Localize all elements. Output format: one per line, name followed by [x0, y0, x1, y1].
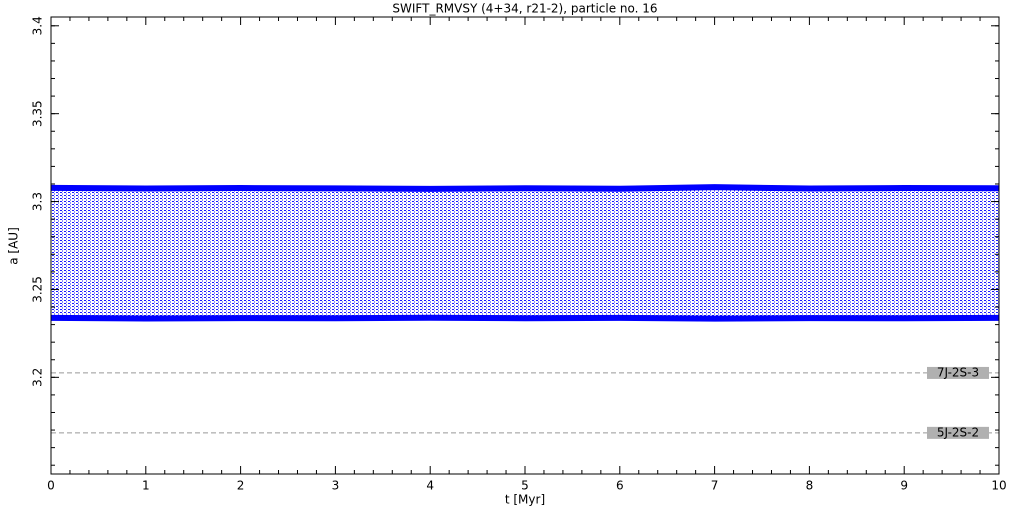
x-tick-label: 6: [616, 479, 624, 493]
chart-title: SWIFT_RMVSY (4+34, r21-2), particle no. …: [392, 2, 657, 16]
band-edge: [50, 184, 1000, 192]
x-tick-label: 7: [711, 479, 719, 493]
band-fill: [51, 187, 999, 319]
x-axis-label: t [Myr]: [505, 493, 545, 507]
band-edge: [50, 314, 1000, 322]
resonance-label: 5J-2S-2: [937, 425, 979, 439]
y-axis-label: a [AU]: [7, 227, 21, 265]
x-tick-label: 1: [142, 479, 150, 493]
resonance-label: 7J-2S-3: [937, 365, 979, 379]
x-tick-label: 4: [426, 479, 434, 493]
y-tick-label: 3.3: [31, 192, 45, 211]
y-tick-label: 3.2: [31, 368, 45, 387]
y-tick-label: 3.35: [31, 100, 45, 127]
y-tick-label: 3.4: [31, 16, 45, 35]
x-tick-label: 8: [806, 479, 814, 493]
x-tick-label: 0: [47, 479, 55, 493]
x-tick-label: 2: [237, 479, 245, 493]
y-tick-label: 3.25: [31, 276, 45, 303]
x-tick-label: 9: [900, 479, 908, 493]
resonance-label-bg: [927, 366, 989, 379]
resonance-label-bg: [927, 426, 989, 439]
x-tick-label: 5: [521, 479, 529, 493]
x-tick-label: 10: [991, 479, 1006, 493]
x-tick-label: 3: [332, 479, 340, 493]
